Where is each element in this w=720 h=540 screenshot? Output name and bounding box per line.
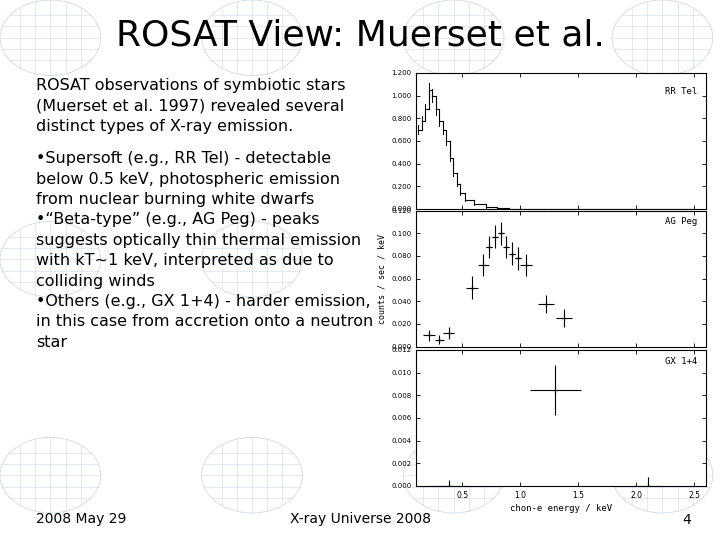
Text: AG Peg: AG Peg bbox=[665, 218, 697, 226]
Text: 4: 4 bbox=[683, 512, 691, 526]
Text: RR Tel: RR Tel bbox=[665, 86, 697, 96]
Y-axis label: counts / sec / keV: counts / sec / keV bbox=[378, 234, 387, 323]
Text: X-ray Universe 2008: X-ray Universe 2008 bbox=[289, 512, 431, 526]
Text: ROSAT View: Muerset et al.: ROSAT View: Muerset et al. bbox=[116, 19, 604, 53]
Text: 2008 May 29: 2008 May 29 bbox=[36, 512, 127, 526]
Text: •Supersoft (e.g., RR Tel) - detectable
below 0.5 keV, photospheric emission
from: •Supersoft (e.g., RR Tel) - detectable b… bbox=[36, 151, 373, 350]
Text: GX 1+4: GX 1+4 bbox=[665, 357, 697, 366]
X-axis label: chon-e energy / keV: chon-e energy / keV bbox=[510, 504, 612, 513]
Text: ROSAT observations of symbiotic stars
(Muerset et al. 1997) revealed several
dis: ROSAT observations of symbiotic stars (M… bbox=[36, 78, 346, 134]
